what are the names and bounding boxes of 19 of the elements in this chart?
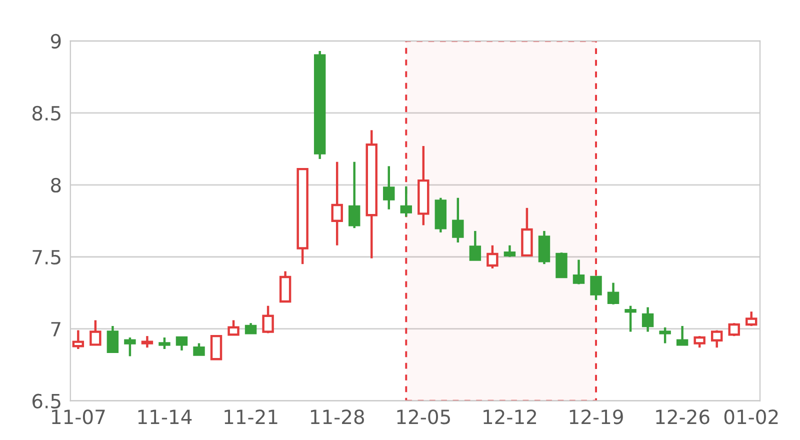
y-tick-label: 8 — [51, 178, 61, 193]
x-tick-label: 11-28 — [310, 410, 364, 424]
x-tick-label: 01-02 — [724, 410, 778, 424]
candlestick — [331, 160, 343, 246]
y-tick-label: 8.5 — [32, 106, 60, 121]
x-tick-label: 12-26 — [656, 410, 710, 424]
y-tick-label: 7 — [51, 322, 60, 336]
candlestick — [366, 129, 378, 260]
y-tick-label: 6.5 — [32, 394, 60, 409]
candlestick — [418, 144, 430, 226]
x-tick-label: 12-05 — [397, 410, 450, 424]
x-tick-label: 12-12 — [484, 410, 536, 424]
x-tick-label: 11-07 — [52, 410, 105, 424]
x-tick-label: 12-19 — [570, 410, 623, 424]
x-tick-label: 11-14 — [138, 410, 192, 424]
y-tick-label: 7.5 — [32, 250, 60, 265]
x-tick-label: 11-21 — [224, 410, 278, 424]
candlestick — [383, 165, 395, 210]
y-tick-label: 9 — [50, 34, 61, 49]
